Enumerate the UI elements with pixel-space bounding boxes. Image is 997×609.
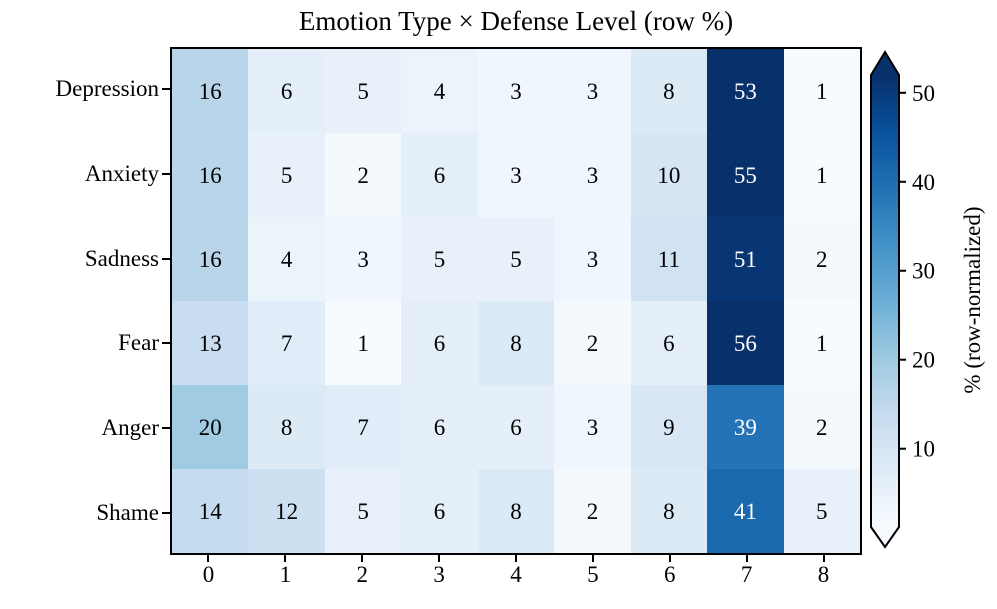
- heatmap-cell: 8: [477, 469, 555, 553]
- heatmap-grid: 16 6 5 4 3 3 8 53 1 16 5 2 6 3 3 10 55 1 16 4 3 5 5 3 11 51 2 13 7 1 6…: [170, 47, 862, 555]
- heatmap-cell: 2: [783, 385, 860, 469]
- y-tick-mark: [162, 88, 170, 91]
- heatmap-cell: 5: [477, 217, 555, 301]
- y-axis-label: Depression: [55, 76, 159, 102]
- heatmap-cell: 6: [401, 385, 478, 469]
- heatmap-cell: 9: [630, 385, 708, 469]
- heatmap-cell: 6: [401, 133, 478, 217]
- y-tick-mark: [162, 257, 170, 260]
- colorbar-tick-label: 50: [912, 81, 935, 106]
- x-axis-label: 2: [356, 562, 368, 587]
- y-axis-label: Shame: [96, 499, 159, 525]
- x-axis-label: 4: [510, 562, 522, 587]
- y-tick-mark: [162, 427, 170, 429]
- x-axis-label: 6: [664, 562, 676, 587]
- heatmap-cell: 4: [248, 217, 325, 301]
- heatmap-cell: 6: [248, 49, 325, 133]
- heatmap-cell: 3: [477, 49, 555, 133]
- heatmap-cell: 5: [248, 133, 325, 217]
- heatmap-cell: 6: [401, 301, 478, 385]
- y-axis-label: Anger: [101, 414, 159, 440]
- x-tick-mark: [591, 555, 594, 562]
- heatmap-cell: 41: [707, 469, 784, 553]
- x-tick-mark: [668, 555, 671, 562]
- heatmap-cell: 2: [324, 133, 402, 217]
- x-axis-label: 8: [817, 562, 830, 587]
- heatmap-cell: 8: [477, 301, 555, 385]
- x-axis-label: 0: [202, 562, 215, 587]
- heatmap-cell: 1: [783, 301, 860, 385]
- x-tick-mark: [822, 555, 825, 562]
- y-tick-mark: [162, 342, 170, 345]
- heatmap-cell: 20: [172, 385, 249, 469]
- colorbar-ticks: [899, 91, 906, 450]
- heatmap-cell: 14: [172, 469, 249, 553]
- x-tick-mark: [284, 555, 287, 562]
- heatmap-cell: 8: [248, 385, 325, 469]
- heatmap-cell: 5: [324, 49, 402, 133]
- heatmap-cell: 3: [554, 49, 631, 133]
- y-axis-label: Anxiety: [84, 160, 159, 186]
- heatmap-cell: 8: [630, 49, 708, 133]
- heatmap-cell: 2: [783, 217, 860, 301]
- x-tick-mark: [515, 555, 517, 562]
- colorbar-tick-label: 30: [912, 259, 935, 284]
- heatmap-cell: 4: [401, 49, 478, 133]
- x-tick-mark: [361, 555, 364, 562]
- x-axis-label: 7: [740, 562, 753, 587]
- heatmap-cell: 5: [324, 469, 402, 553]
- heatmap-cell: 12: [248, 469, 325, 553]
- heatmap-cell: 1: [324, 301, 402, 385]
- heatmap-cell: 7: [324, 385, 402, 469]
- heatmap-cell: 11: [630, 217, 708, 301]
- heatmap-cell: 6: [630, 301, 708, 385]
- heatmap-cell: 51: [707, 217, 784, 301]
- heatmap-cell: 55: [707, 133, 784, 217]
- heatmap-cell: 56: [707, 301, 784, 385]
- x-tick-mark: [207, 555, 210, 562]
- heatmap-cell: 39: [707, 385, 784, 469]
- heatmap-cell: 6: [401, 469, 478, 553]
- heatmap-cell: 1: [783, 49, 860, 133]
- colorbar-tick-label: 10: [912, 437, 935, 462]
- colorbar-axis-label: % (row-normalized): [960, 206, 985, 393]
- heatmap-cell: 2: [554, 469, 631, 553]
- heatmap-cell: 5: [783, 469, 860, 553]
- heatmap-cell: 7: [248, 301, 325, 385]
- heatmap-cell: 5: [401, 217, 478, 301]
- heatmap-cell: 3: [324, 217, 402, 301]
- heatmap-cell: 3: [554, 385, 631, 469]
- y-tick-mark: [162, 173, 170, 175]
- x-tick-mark: [745, 555, 748, 562]
- heatmap-cell: 2: [554, 301, 631, 385]
- colorbar-tick-label: 40: [912, 170, 935, 195]
- colorbar: 10 20 30 40 50 % (row-normalized): [870, 50, 985, 549]
- x-axis-label: 5: [587, 562, 599, 587]
- y-axis-label: Sadness: [84, 245, 159, 271]
- y-tick-mark: [162, 511, 170, 514]
- heatmap-cell: 13: [172, 301, 249, 385]
- heatmap-cell: 16: [172, 217, 249, 301]
- colorbar-tick-label: 20: [912, 348, 935, 373]
- colorbar-tick-labels: 10 20 30 40 50: [912, 81, 935, 462]
- heatmap-cell: 1: [783, 133, 860, 217]
- y-axis-label: Fear: [118, 330, 159, 356]
- colorbar-gradient-bar: [870, 50, 900, 549]
- heatmap-cell: 3: [477, 133, 555, 217]
- x-tick-mark: [438, 555, 441, 562]
- heatmap-cell: 16: [172, 49, 249, 133]
- heatmap-cell: 10: [630, 133, 708, 217]
- heatmap-cell: 8: [630, 469, 708, 553]
- chart-title: Emotion Type × Defense Level (row %): [298, 6, 734, 36]
- heatmap-cell: 16: [172, 133, 249, 217]
- heatmap-cell: 3: [554, 217, 631, 301]
- x-axis-label: 3: [433, 562, 445, 587]
- heatmap-cell: 53: [707, 49, 784, 133]
- heatmap-cell: 3: [554, 133, 631, 217]
- heatmap-cell: 6: [477, 385, 555, 469]
- x-axis-label: 1: [279, 562, 292, 587]
